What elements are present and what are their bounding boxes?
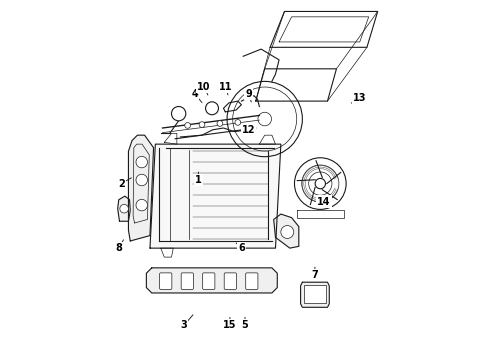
Circle shape [120,204,128,213]
FancyBboxPatch shape [245,273,258,289]
Circle shape [185,122,191,128]
FancyBboxPatch shape [160,273,172,289]
Circle shape [136,199,147,211]
Text: 14: 14 [317,197,331,207]
Text: 5: 5 [242,320,248,330]
Text: 6: 6 [238,243,245,253]
Circle shape [136,156,147,168]
Text: 15: 15 [223,320,237,330]
Circle shape [235,120,241,125]
FancyBboxPatch shape [181,273,194,289]
Circle shape [136,174,147,186]
Text: 11: 11 [219,82,232,92]
FancyBboxPatch shape [304,285,326,303]
Text: 1: 1 [195,175,202,185]
Circle shape [199,122,205,127]
Text: 12: 12 [242,125,255,135]
Polygon shape [274,214,299,248]
Text: 10: 10 [197,82,211,92]
Text: 2: 2 [118,179,124,189]
Text: 13: 13 [353,93,367,103]
Text: 9: 9 [245,89,252,99]
Polygon shape [300,282,329,307]
Polygon shape [147,268,277,293]
FancyBboxPatch shape [224,273,236,289]
Text: 7: 7 [312,270,318,280]
Circle shape [205,102,219,115]
Polygon shape [128,135,153,241]
Text: 8: 8 [115,243,122,253]
Circle shape [217,121,223,126]
Circle shape [281,226,294,238]
FancyBboxPatch shape [203,273,215,289]
Circle shape [172,107,186,121]
Polygon shape [118,196,130,221]
Polygon shape [150,144,281,248]
Text: 3: 3 [181,320,187,330]
Text: 4: 4 [192,89,198,99]
